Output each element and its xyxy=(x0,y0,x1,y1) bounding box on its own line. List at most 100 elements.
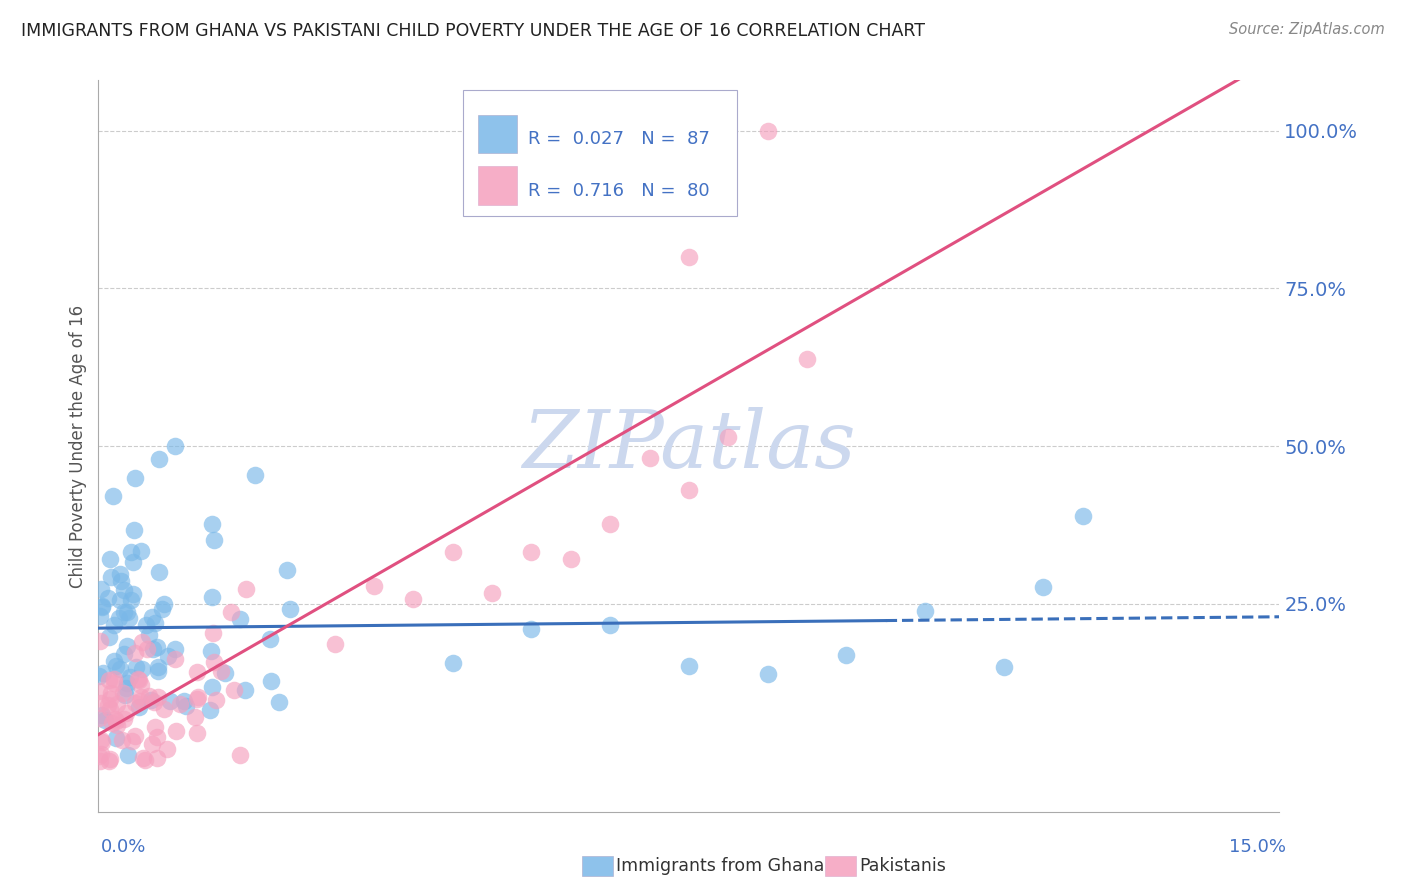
Point xyxy=(122,586,145,600)
Point xyxy=(108,593,131,607)
Point xyxy=(141,737,163,751)
Point xyxy=(90,599,112,614)
Point xyxy=(993,660,1015,674)
Point xyxy=(115,706,138,720)
Point xyxy=(243,467,266,482)
Point xyxy=(89,669,111,683)
Text: 0.0%: 0.0% xyxy=(101,838,146,855)
Point xyxy=(186,691,208,706)
Point xyxy=(89,608,111,623)
Point xyxy=(111,732,134,747)
Point xyxy=(165,724,187,739)
Point xyxy=(89,754,111,768)
Point xyxy=(108,611,131,625)
Point xyxy=(90,735,112,749)
Point xyxy=(103,675,125,690)
Point xyxy=(678,483,700,498)
Point xyxy=(98,754,121,768)
Point xyxy=(156,741,179,756)
Point xyxy=(103,617,125,632)
Point xyxy=(1071,509,1094,524)
Point xyxy=(267,695,290,709)
Point xyxy=(176,698,198,713)
Point xyxy=(202,533,225,547)
Point xyxy=(98,691,121,706)
Point xyxy=(89,748,111,763)
Point xyxy=(148,451,170,466)
Point xyxy=(100,686,122,700)
Point xyxy=(98,752,121,766)
Point xyxy=(756,124,779,138)
Point xyxy=(90,696,112,710)
Point xyxy=(110,574,132,588)
Point xyxy=(121,734,143,748)
Point xyxy=(124,729,146,743)
Point xyxy=(105,718,128,732)
Point xyxy=(201,516,224,531)
Text: Immigrants from Ghana: Immigrants from Ghana xyxy=(616,857,824,875)
Point xyxy=(110,567,132,582)
Point xyxy=(204,692,226,706)
Point xyxy=(120,593,142,607)
Point xyxy=(143,720,166,734)
Point xyxy=(122,524,145,538)
Point xyxy=(201,680,224,694)
Point xyxy=(202,626,225,640)
Text: R =  0.027   N =  87: R = 0.027 N = 87 xyxy=(527,130,710,148)
Point xyxy=(276,563,298,577)
Point xyxy=(90,732,112,747)
Point xyxy=(148,566,170,580)
Point xyxy=(520,545,543,559)
Point xyxy=(148,665,170,679)
Point xyxy=(98,552,121,566)
Point xyxy=(129,694,152,708)
Point xyxy=(118,610,141,624)
Point xyxy=(143,616,166,631)
Point xyxy=(323,637,346,651)
Point xyxy=(229,747,252,762)
Point xyxy=(184,709,207,723)
Point xyxy=(717,430,740,444)
Point xyxy=(103,655,125,669)
Point xyxy=(153,702,176,716)
Point xyxy=(219,605,242,619)
Point xyxy=(91,599,114,613)
Point xyxy=(200,703,222,717)
Point xyxy=(91,666,114,681)
Point xyxy=(122,555,145,569)
Point xyxy=(139,693,162,707)
Point xyxy=(156,648,179,663)
Point xyxy=(202,655,225,669)
Point xyxy=(97,591,120,605)
Point xyxy=(235,582,257,596)
Text: IMMIGRANTS FROM GHANA VS PAKISTANI CHILD POVERTY UNDER THE AGE OF 16 CORRELATION: IMMIGRANTS FROM GHANA VS PAKISTANI CHILD… xyxy=(21,22,925,40)
Point xyxy=(186,665,208,680)
Point xyxy=(169,697,191,711)
Point xyxy=(128,700,150,714)
Point xyxy=(235,683,257,698)
Point xyxy=(129,544,152,558)
Point xyxy=(136,641,159,656)
Point xyxy=(131,635,153,649)
Point xyxy=(756,666,779,681)
Point xyxy=(115,605,138,619)
Point xyxy=(678,658,700,673)
Point xyxy=(214,666,236,681)
Y-axis label: Child Poverty Under the Age of 16: Child Poverty Under the Age of 16 xyxy=(69,304,87,588)
Point xyxy=(115,639,138,653)
Point xyxy=(89,684,111,698)
Point xyxy=(132,750,155,764)
Point xyxy=(100,570,122,584)
Point xyxy=(835,648,858,662)
Point xyxy=(134,753,156,767)
Text: Source: ZipAtlas.com: Source: ZipAtlas.com xyxy=(1229,22,1385,37)
Point xyxy=(105,659,128,673)
Point xyxy=(278,602,301,616)
Point xyxy=(209,664,232,678)
Text: Pakistanis: Pakistanis xyxy=(859,857,946,875)
Point xyxy=(103,490,125,504)
Point xyxy=(229,612,252,626)
Point xyxy=(138,689,160,703)
Point xyxy=(98,701,121,715)
Point xyxy=(520,622,543,636)
